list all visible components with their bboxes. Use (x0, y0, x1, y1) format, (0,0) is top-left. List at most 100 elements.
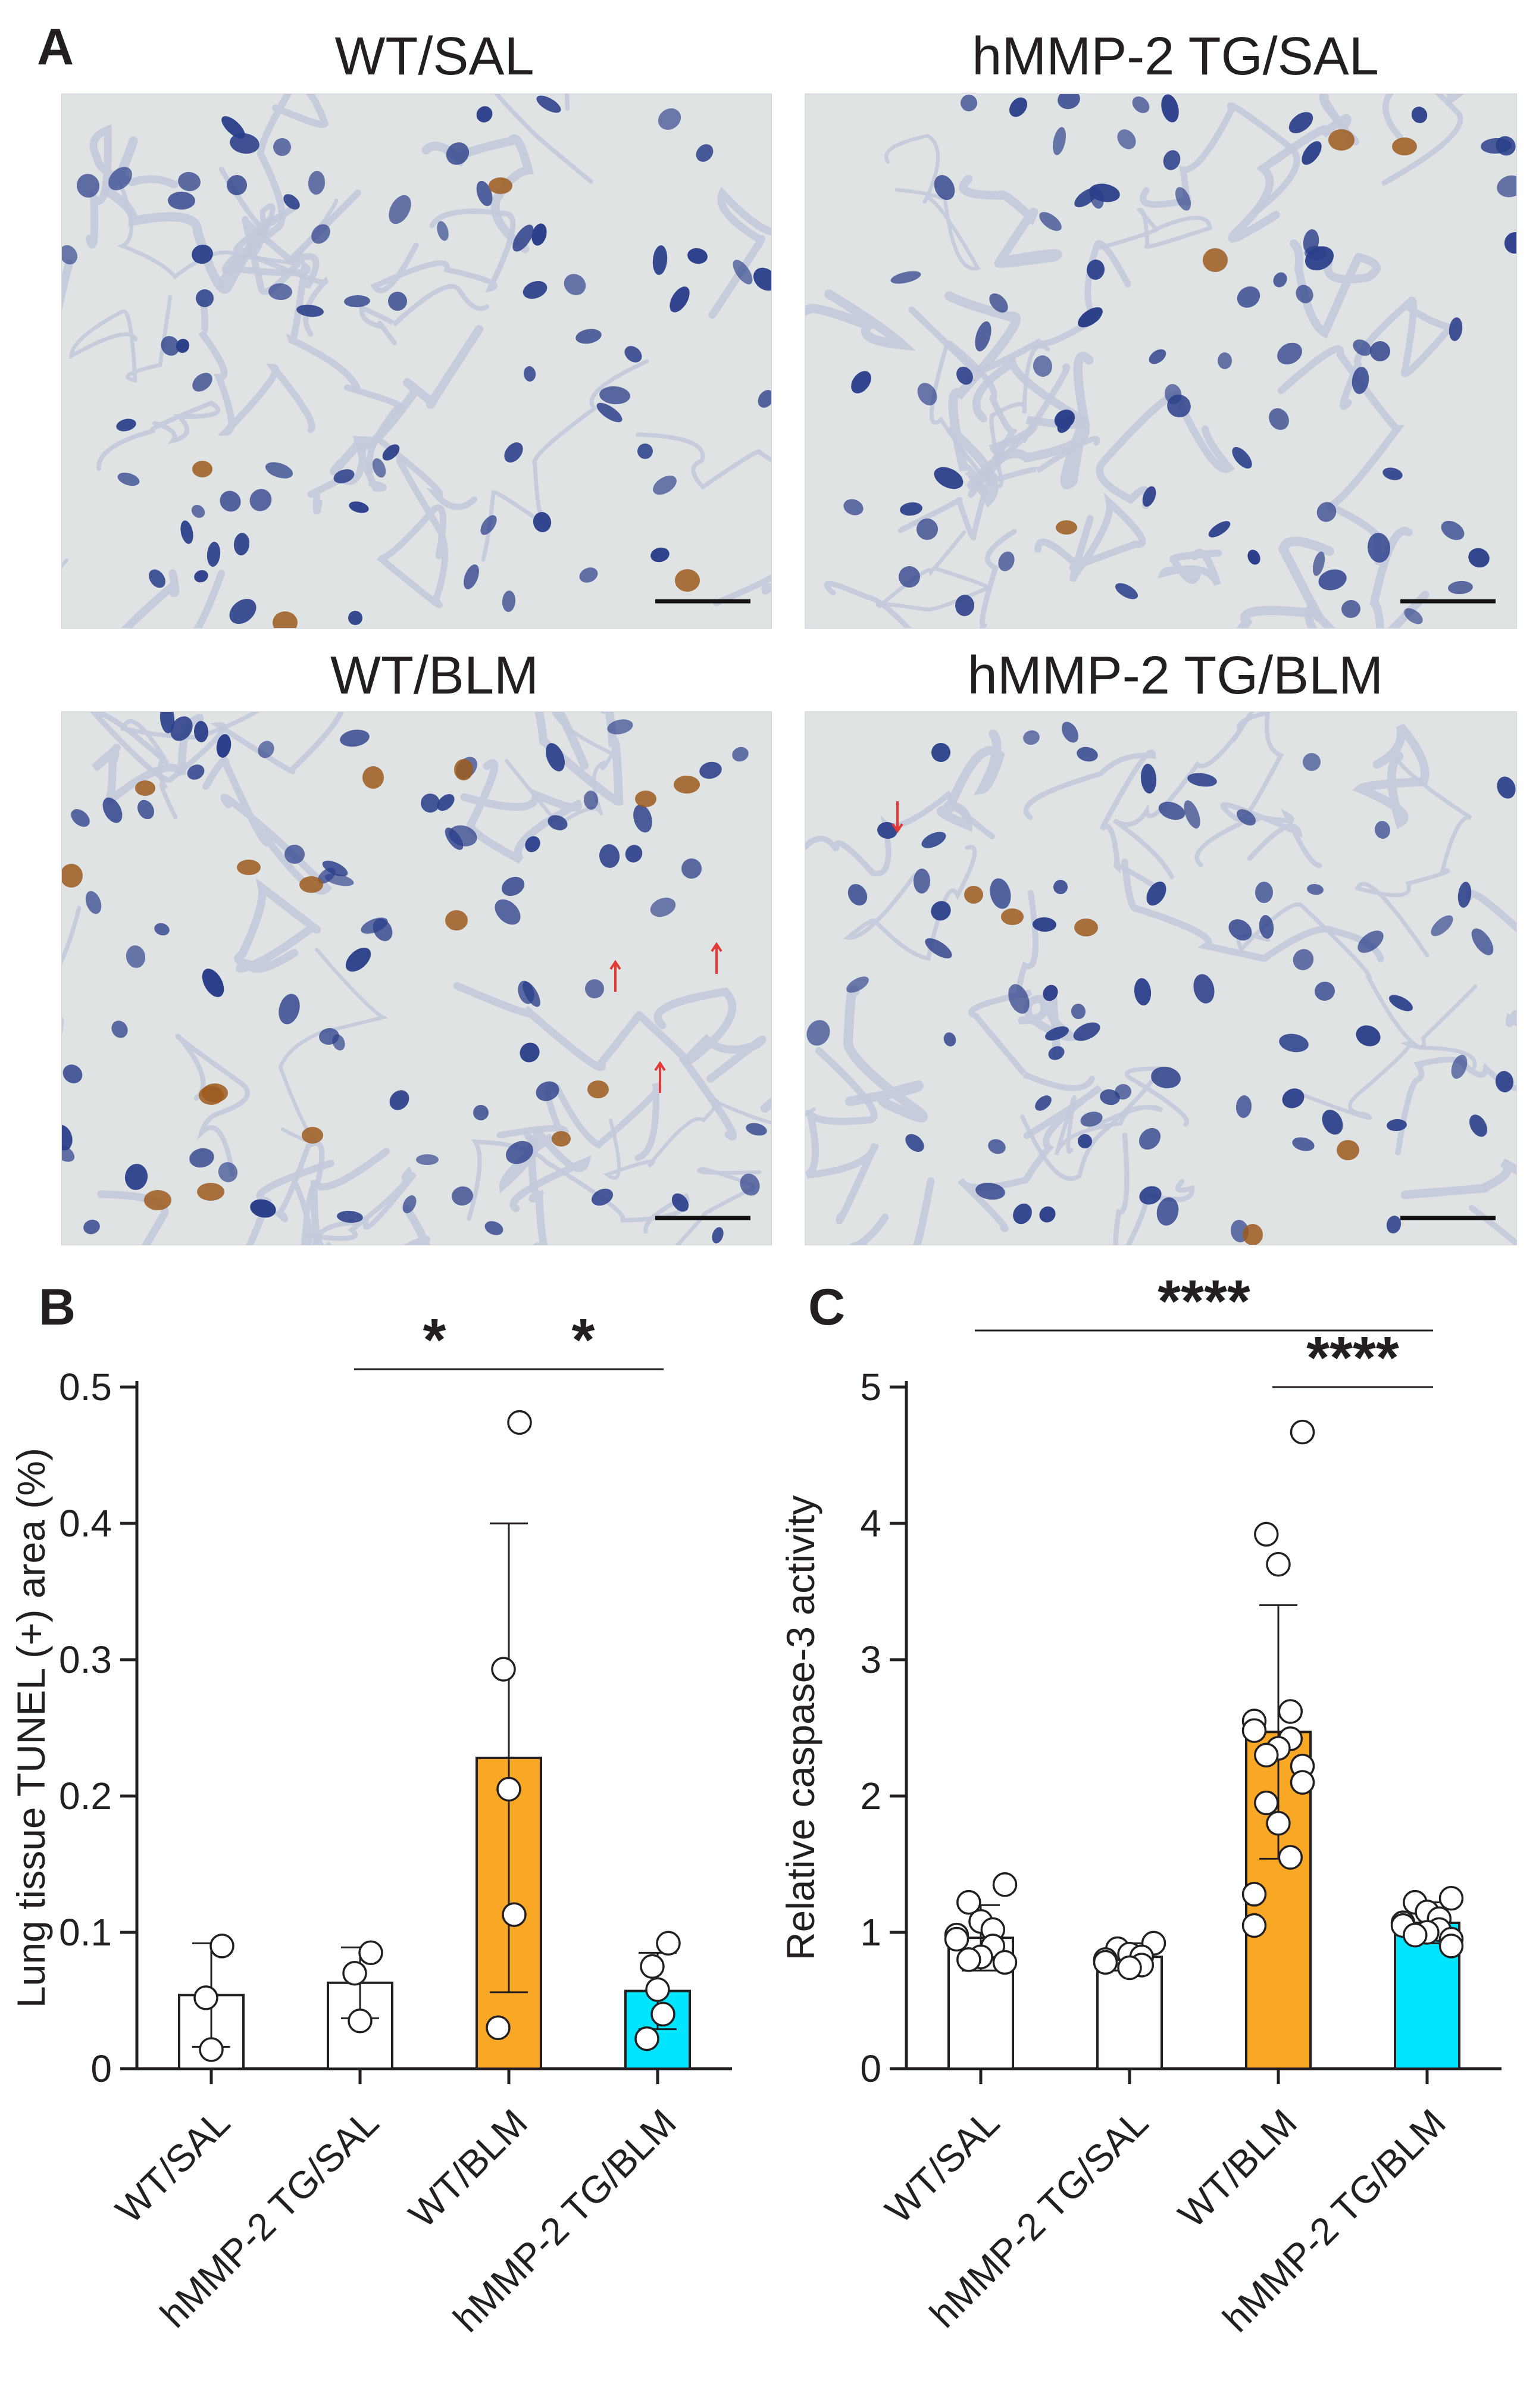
tunel-positive-nucleus (192, 461, 212, 477)
nucleus (373, 919, 393, 941)
data-point (1266, 1811, 1291, 1836)
nucleus (579, 567, 598, 583)
nucleus (956, 366, 973, 385)
nucleus (308, 171, 326, 195)
nucleus (1367, 533, 1391, 563)
nucleus (1322, 1110, 1343, 1135)
alveolar-septum (494, 94, 593, 184)
alveolar-septum (304, 1166, 417, 1245)
nucleus (340, 729, 370, 747)
tunel-positive-nucleus (587, 1080, 609, 1098)
nucleus (495, 899, 521, 925)
alveolar-septum (278, 947, 389, 1145)
nucleus (311, 224, 330, 244)
nucleus (1033, 355, 1053, 377)
nucleus (890, 271, 921, 284)
y-tick-label: 5 (860, 1366, 881, 1408)
nucleus (990, 878, 1011, 909)
panel-letter: C (808, 1279, 845, 1336)
nucleus (501, 876, 525, 897)
nucleus (249, 489, 272, 511)
nucleus (1043, 985, 1058, 1001)
data-point (956, 1947, 981, 1972)
nucleus (437, 221, 449, 241)
nucleus (843, 499, 864, 516)
nucleus (464, 564, 479, 589)
nucleus (1457, 882, 1472, 908)
nucleus (202, 969, 224, 997)
nucleus (1288, 112, 1313, 133)
data-point (1241, 1913, 1267, 1938)
tunel-positive-nucleus (1328, 129, 1355, 151)
nucleus (696, 144, 714, 162)
nucleus (925, 938, 952, 958)
data-point (358, 1940, 383, 1966)
nucleus (1293, 949, 1314, 970)
y-axis-label: Relative caspase-3 activity (778, 1495, 822, 1960)
nucleus (62, 1144, 75, 1162)
nucleus (847, 883, 868, 906)
nucleus (62, 245, 77, 265)
alveolar-septum (1297, 984, 1478, 1120)
alveolar-septum (958, 1085, 1103, 1232)
data-point (199, 2037, 224, 2062)
nucleus (637, 444, 653, 459)
alveolar-septum (1054, 1095, 1163, 1155)
nucleus (416, 1154, 439, 1165)
y-axis-label: Lung tissue TUNEL (+) area (%) (9, 1448, 53, 2008)
nucleus (1495, 1071, 1514, 1092)
micrograph-wt-blm (61, 711, 772, 1245)
data-point (645, 1977, 670, 2002)
alveolar-septum (1400, 1158, 1516, 1200)
tunel-positive-nucleus (302, 1127, 323, 1144)
nucleus (1448, 580, 1473, 595)
nucleus (1374, 821, 1391, 839)
nucleus (506, 1141, 533, 1164)
nucleus (258, 741, 274, 758)
tunel-positive-nucleus (1074, 919, 1098, 936)
nucleus (1352, 367, 1369, 394)
tunel-positive-nucleus (635, 791, 656, 807)
nucleus (296, 304, 324, 317)
nucleus (1142, 486, 1156, 507)
nucleus (1008, 984, 1030, 1014)
nucleus (1279, 1033, 1309, 1052)
nucleus (1158, 801, 1185, 820)
alveolar-septum (1157, 548, 1222, 586)
alveolar-septum (234, 877, 321, 973)
alveolar-septum (1237, 902, 1477, 1070)
data-point (348, 2009, 373, 2034)
nucleus (333, 469, 355, 483)
tunel-positive-nucleus (273, 611, 298, 628)
nucleus (1184, 800, 1200, 829)
alveolar-septum (708, 186, 771, 319)
nucleus (230, 133, 259, 154)
alveolar-septum (359, 284, 490, 346)
nucleus (1208, 521, 1231, 538)
nucleus (421, 794, 440, 813)
nucleus (229, 598, 256, 624)
nucleus (520, 1042, 540, 1063)
nucleus (1163, 150, 1181, 170)
nucleus (1073, 1022, 1100, 1041)
alveolar-septum (121, 569, 180, 628)
alveolar-septum (947, 341, 1071, 498)
nucleus (476, 180, 493, 207)
alveolar-septum (843, 985, 928, 1123)
nucleus (733, 260, 753, 285)
nucleus (1468, 548, 1490, 568)
nucleus (652, 245, 668, 275)
nucleus (1140, 764, 1157, 794)
data-point (1403, 1922, 1428, 1948)
nucleus (1132, 96, 1150, 113)
nucleus (318, 867, 336, 884)
y-tick-label: 4 (860, 1502, 881, 1545)
nucleus (1187, 773, 1217, 787)
nucleus (650, 897, 676, 917)
nucleus (1033, 917, 1056, 932)
nucleus (625, 845, 643, 863)
y-tick-label: 0.4 (59, 1502, 112, 1545)
nucleus (975, 321, 991, 352)
data-point (342, 1960, 367, 1986)
nucleus (504, 442, 523, 463)
